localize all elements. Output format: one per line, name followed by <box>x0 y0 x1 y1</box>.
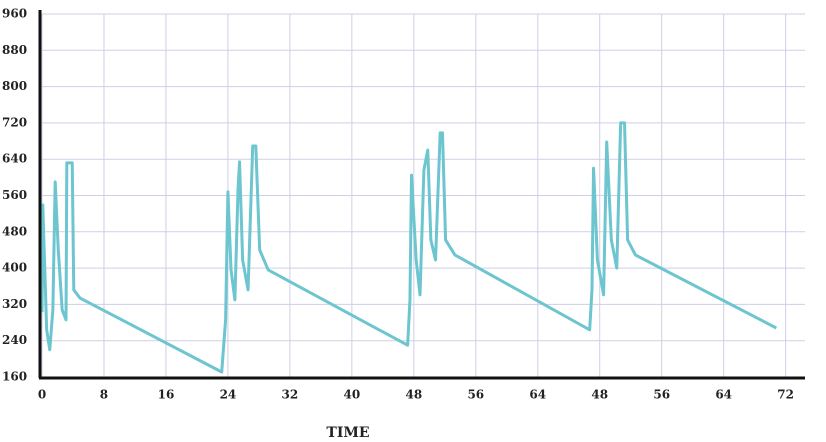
x-tick-label: 64 <box>715 388 732 402</box>
y-tick-label: 800 <box>2 79 27 93</box>
y-tick-label: 320 <box>2 297 27 311</box>
y-tick-label: 160 <box>2 370 27 384</box>
x-axis-label: TIME <box>326 425 369 441</box>
y-tick-label: 400 <box>2 261 27 275</box>
y-tick-label: 720 <box>2 115 27 129</box>
y-tick-label: 240 <box>2 333 27 347</box>
y-tick-label: 640 <box>2 152 27 166</box>
x-tick-label: 0 <box>38 388 46 402</box>
x-tick-label: 64 <box>529 388 546 402</box>
x-tick-label: 56 <box>467 388 484 402</box>
y-tick-label: 480 <box>2 224 27 238</box>
x-tick-label: 48 <box>591 388 608 402</box>
x-tick-label: 32 <box>282 388 299 402</box>
x-tick-label: 40 <box>344 388 361 402</box>
x-tick-label: 48 <box>405 388 422 402</box>
y-tick-label: 880 <box>2 43 27 57</box>
y-tick-label: 960 <box>2 7 27 21</box>
x-tick-label: 72 <box>777 388 794 402</box>
x-tick-label: 8 <box>100 388 108 402</box>
x-tick-label: 56 <box>653 388 670 402</box>
data-line <box>40 121 778 374</box>
x-tick-label: 16 <box>158 388 175 402</box>
x-tick-label: 24 <box>220 388 237 402</box>
y-tick-label: 560 <box>2 188 27 202</box>
